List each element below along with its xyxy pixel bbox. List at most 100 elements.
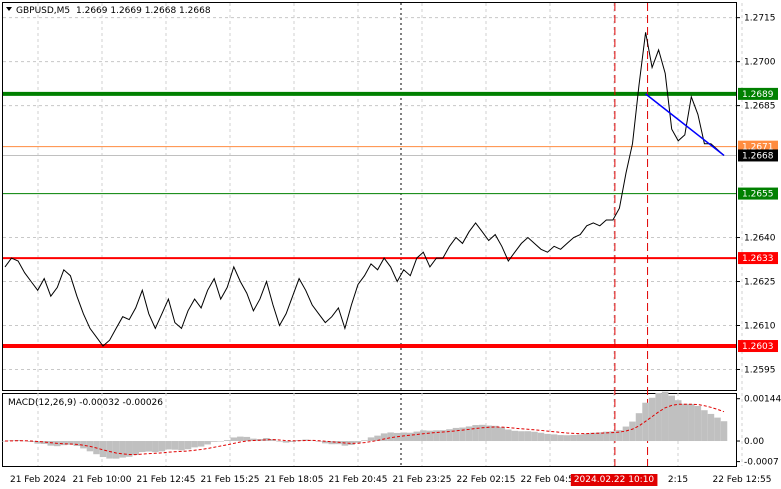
macd-bar xyxy=(446,429,453,442)
x-tick-label: 21 Feb 18:05 xyxy=(264,475,323,485)
x-tick-label: 22 Feb 02:15 xyxy=(456,475,515,485)
macd-bar xyxy=(596,432,604,442)
macd-bar xyxy=(165,441,172,450)
macd-bar xyxy=(524,431,532,442)
macd-bar xyxy=(328,441,336,445)
macd-bar xyxy=(511,430,519,442)
macd-bar xyxy=(433,430,440,442)
macd-bar xyxy=(635,413,643,442)
macd-bar xyxy=(720,421,728,442)
macd-bar xyxy=(361,440,368,442)
x-tick-label: 21 Feb 20:45 xyxy=(328,475,387,485)
macd-bar xyxy=(276,441,283,442)
macd-bar xyxy=(322,441,329,444)
macd-bar xyxy=(315,441,323,442)
x-tick-label: 2:15 xyxy=(668,475,688,485)
macd-bar xyxy=(302,439,309,442)
macd-bar xyxy=(132,441,139,456)
macd-bar xyxy=(570,434,577,442)
ohlc-values: 1.2669 1.2669 1.2668 1.2668 xyxy=(76,6,211,16)
macd-bar xyxy=(681,403,689,442)
macd-bar xyxy=(223,440,231,442)
level-badge-label: 1.2668 xyxy=(742,151,774,161)
macd-bar xyxy=(348,441,355,445)
cursor-date-badge xyxy=(570,474,658,486)
macd-bar xyxy=(400,432,407,442)
macd-bar xyxy=(701,410,708,442)
macd-bar xyxy=(250,438,257,442)
macd-bar xyxy=(452,427,460,442)
macd-bar xyxy=(67,441,74,445)
macd-bar xyxy=(426,430,434,442)
y-tick-label: 1.2625 xyxy=(744,278,776,288)
level-badge xyxy=(738,252,778,265)
macd-bar xyxy=(367,437,375,442)
level-badge xyxy=(738,187,778,200)
macd-bar xyxy=(661,391,669,442)
x-tick-label: 21 Feb 15:25 xyxy=(200,475,259,485)
macd-bar xyxy=(420,430,427,442)
level-badge xyxy=(738,340,778,353)
symbol-dropdown-icon[interactable] xyxy=(6,7,12,11)
macd-bar xyxy=(439,430,447,442)
macd-tick-label: 0.00144 xyxy=(744,395,781,405)
chart-symbol: GBPUSD,M5 xyxy=(16,6,70,16)
macd-bar xyxy=(576,434,584,442)
macd-bar xyxy=(152,441,159,453)
y-tick-label: 1.2700 xyxy=(744,58,776,68)
macd-bar xyxy=(557,435,564,442)
macd-bar xyxy=(80,441,87,449)
macd-bar xyxy=(21,440,28,442)
macd-bar xyxy=(354,441,362,443)
y-tick-label: 1.2715 xyxy=(744,14,776,24)
macd-bar xyxy=(668,395,675,442)
macd-bar xyxy=(184,441,192,450)
macd-bar xyxy=(243,436,251,442)
macd-bar xyxy=(145,441,153,452)
level-badge-label: 1.2671 xyxy=(742,143,774,153)
macd-bar xyxy=(537,432,545,442)
macd-bar xyxy=(603,431,610,442)
macd-bar xyxy=(485,425,492,442)
y-tick-label: 1.2685 xyxy=(744,102,776,112)
macd-bar xyxy=(374,435,381,442)
macd-bar xyxy=(472,425,479,442)
macd-bar xyxy=(648,397,656,442)
macd-bar xyxy=(210,441,218,442)
trendline[interactable] xyxy=(645,93,725,157)
macd-bar xyxy=(237,436,244,442)
macd-bar xyxy=(714,417,721,442)
macd-bar xyxy=(583,433,591,442)
y-tick-label: 1.2595 xyxy=(744,365,776,375)
macd-bar xyxy=(73,441,81,447)
macd-bar xyxy=(282,441,290,443)
macd-bar xyxy=(413,431,421,442)
level-badge-label: 1.2655 xyxy=(742,190,774,200)
macd-bar xyxy=(1,441,9,442)
price-line xyxy=(4,32,725,347)
macd-bar xyxy=(694,405,702,442)
macd-bar xyxy=(125,441,133,457)
macd-bar xyxy=(34,441,41,444)
macd-bar xyxy=(380,433,388,442)
macd-bar xyxy=(230,437,238,442)
macd-bar xyxy=(498,427,506,442)
macd-bar xyxy=(478,424,486,442)
macd-bar xyxy=(106,441,113,459)
y-tick-label: 1.2610 xyxy=(744,322,776,332)
macd-bar xyxy=(674,400,682,442)
macd-bar xyxy=(112,441,120,459)
macd-bar xyxy=(217,441,224,442)
macd-bar xyxy=(459,427,466,442)
x-tick-label: 21 Feb 10:00 xyxy=(72,475,131,485)
macd-bar xyxy=(40,441,48,445)
level-badge-label: 1.2633 xyxy=(742,254,774,264)
macd-bar xyxy=(622,426,630,442)
y-tick-label: 1.2640 xyxy=(744,234,776,244)
macd-bar xyxy=(707,413,715,442)
macd-bar xyxy=(629,421,636,442)
macd-bar xyxy=(60,441,68,446)
x-tick-label: 22 Feb 12:55 xyxy=(712,475,771,485)
main-pane-frame xyxy=(2,2,737,391)
